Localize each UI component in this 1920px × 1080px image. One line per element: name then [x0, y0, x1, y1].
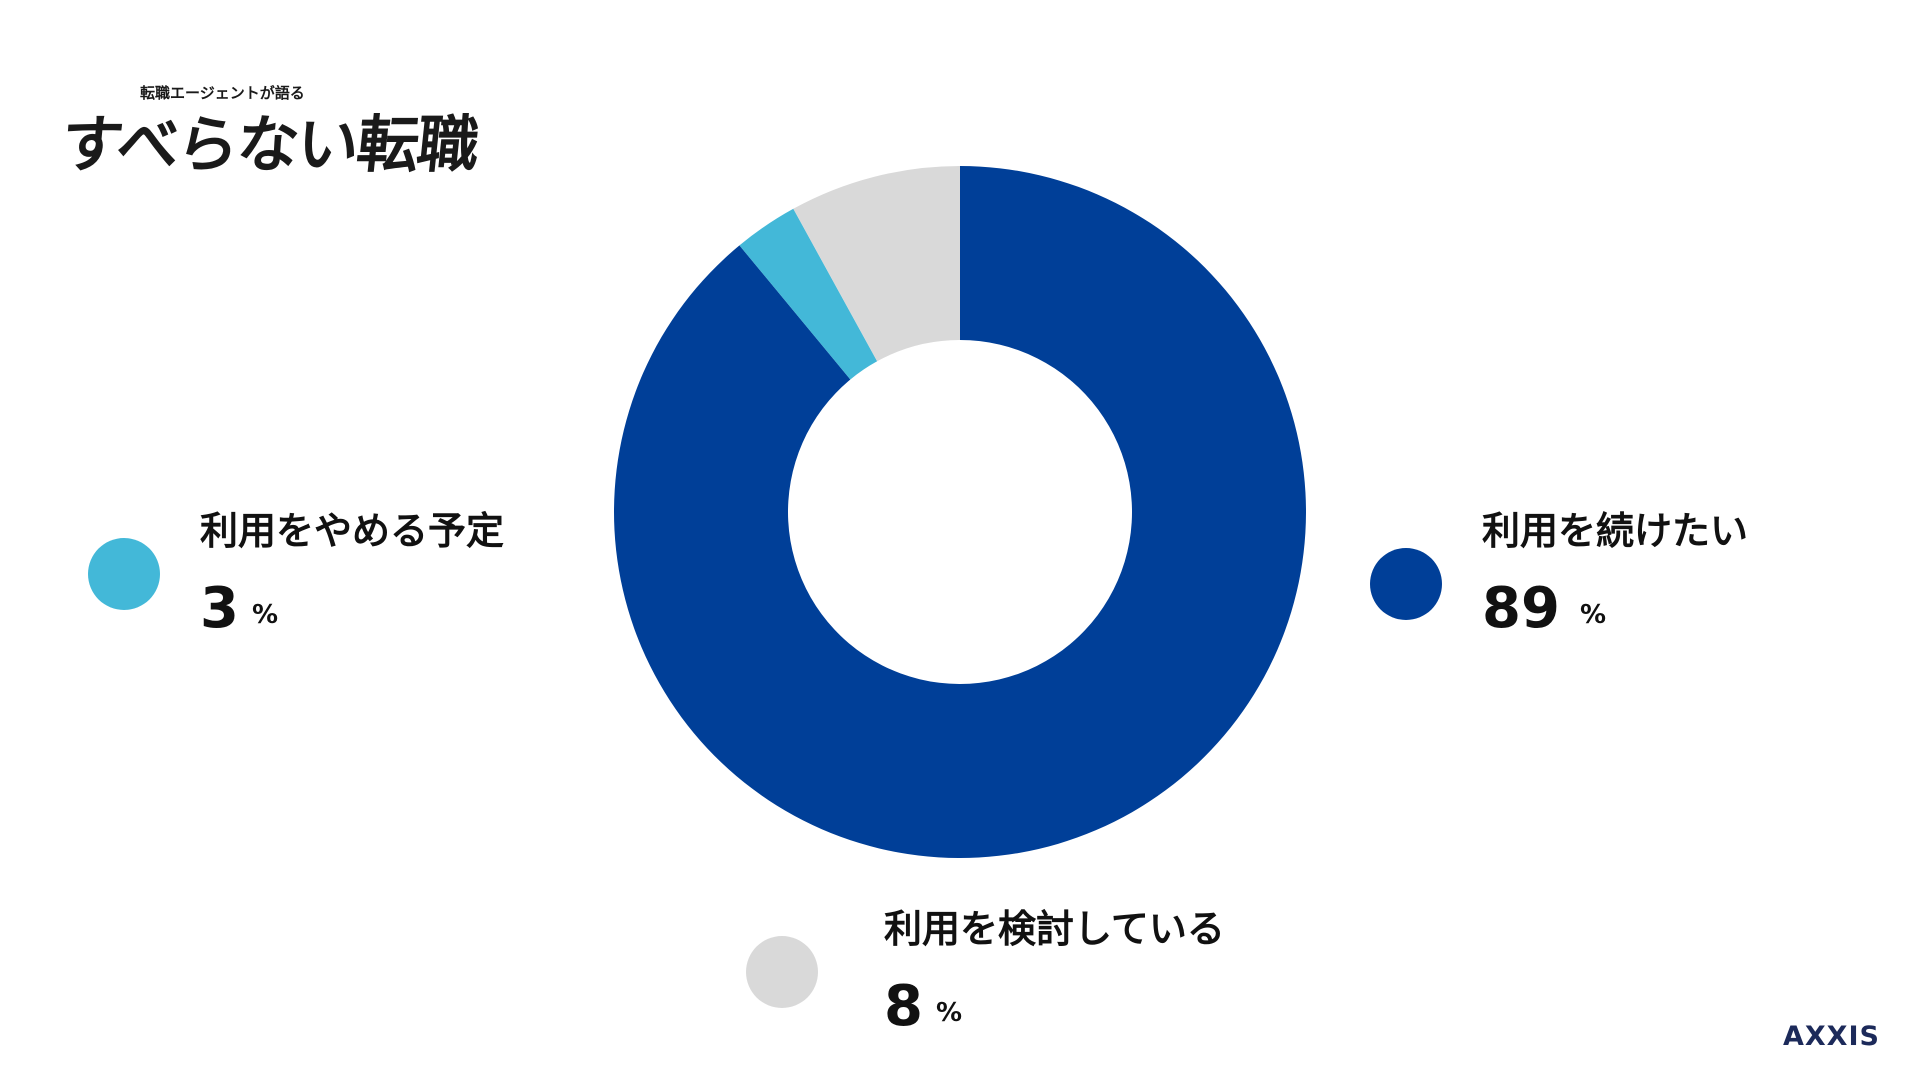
legend-item-considering: 利用を検討している 8 % — [746, 898, 1286, 1048]
legend-value-considering: 8 — [884, 974, 923, 1039]
legend-unit-quit: % — [252, 600, 279, 630]
donut-slice-continue — [614, 166, 1306, 859]
legend-label-quit: 利用をやめる予定 — [200, 509, 505, 553]
legend-label-continue: 利用を続けたい — [1482, 509, 1749, 553]
legend-swatch-quit — [88, 538, 160, 610]
legend-item-continue: 利用を続けたい 89 % — [1370, 500, 1790, 650]
brand-logo: AXXIS — [1782, 1021, 1880, 1052]
legend-label-considering: 利用を検討している — [884, 907, 1225, 951]
legend-item-quit: 利用をやめる予定 3 % — [88, 500, 548, 650]
legend-value-quit: 3 — [200, 576, 239, 641]
legend-swatch-considering — [746, 936, 818, 1008]
donut-slice-considering — [793, 166, 960, 362]
legend-swatch-continue — [1370, 548, 1442, 620]
site-logo: 転職エージェントが語る すべらない転職 — [58, 78, 481, 181]
legend-value-continue: 89 — [1482, 576, 1560, 641]
legend-unit-considering: % — [936, 998, 963, 1028]
donut-slice-quit — [739, 208, 878, 380]
legend-unit-continue: % — [1580, 600, 1607, 630]
logo-subtitle: 転職エージェントが語る — [140, 84, 305, 102]
